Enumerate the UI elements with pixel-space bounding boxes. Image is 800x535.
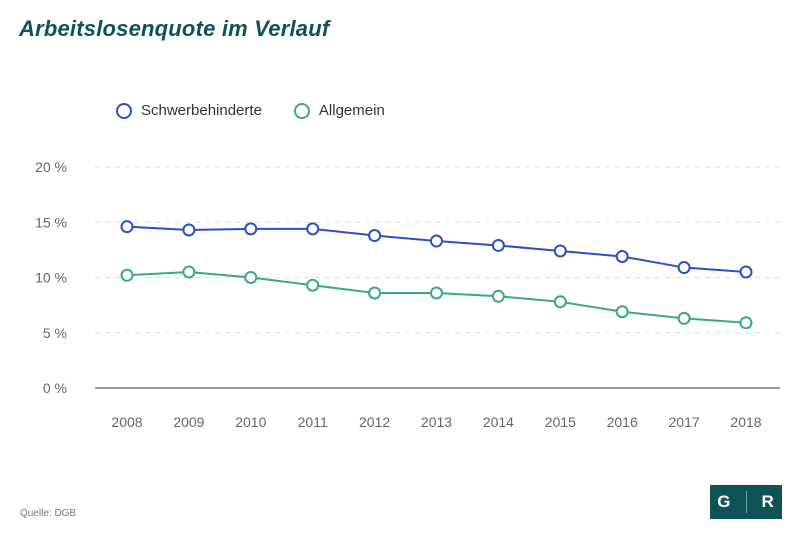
data-point-series-2 (368, 286, 382, 300)
legend-label-allgemein: Allgemein (318, 102, 385, 119)
x-tick-label: 2009 (173, 414, 204, 430)
y-tick-label: 5 % (43, 325, 67, 341)
data-point-series-1 (553, 244, 567, 258)
data-point-series-2 (739, 316, 753, 330)
legend-item-schwerbehinderte: Schwerbehinderte (116, 102, 262, 119)
brand-logo: G R (710, 485, 782, 519)
legend-marker-schwerbehinderte (116, 102, 132, 119)
x-tick-label: 2017 (669, 414, 700, 430)
x-tick-label: 2014 (483, 414, 514, 430)
data-point-series-1 (677, 261, 691, 275)
logo-letter-g: G (717, 492, 732, 511)
legend-item-allgemein: Allgemein (293, 102, 385, 119)
data-point-series-2 (615, 305, 629, 319)
data-point-series-2 (677, 311, 691, 325)
data-point-series-2 (244, 271, 258, 284)
logo-divider (745, 491, 747, 513)
data-point-series-2 (306, 278, 320, 292)
y-tick-label: 20 % (35, 159, 67, 175)
data-point-series-1 (430, 234, 443, 248)
data-point-series-2 (491, 289, 505, 303)
x-tick-label: 2008 (111, 414, 142, 430)
data-point-series-1 (368, 229, 382, 243)
data-point-series-2 (120, 268, 134, 282)
x-tick-label: 2018 (730, 414, 761, 430)
y-tick-label: 15 % (35, 214, 67, 230)
legend: Schwerbehinderte Allgemein (116, 102, 385, 119)
data-point-series-2 (430, 286, 443, 300)
y-tick-label: 0 % (43, 380, 67, 396)
x-tick-label: 2013 (421, 414, 452, 430)
data-point-series-1 (739, 265, 753, 279)
legend-label-schwerbehinderte: Schwerbehinderte (141, 102, 262, 119)
data-point-series-2 (553, 295, 567, 309)
data-point-series-1 (491, 238, 505, 252)
x-tick-label: 2016 (607, 414, 638, 430)
chart-title: Arbeitslosenquote im Verlauf (19, 16, 330, 41)
source-note: Quelle: DGB (20, 508, 77, 519)
legend-marker-allgemein (293, 102, 310, 119)
x-tick-label: 2012 (359, 414, 390, 430)
data-point-series-1 (306, 222, 320, 236)
data-point-series-1 (182, 223, 196, 237)
data-point-series-1 (120, 220, 134, 234)
y-tick-label: 10 % (35, 270, 67, 286)
x-tick-label: 2011 (298, 414, 328, 430)
data-point-series-1 (615, 250, 629, 264)
x-tick-label: 2015 (545, 414, 576, 430)
series-line-1 (126, 225, 747, 273)
x-tick-label: 2010 (235, 414, 266, 430)
data-point-series-1 (244, 222, 258, 236)
logo-letter-r: R (761, 492, 775, 511)
data-point-series-2 (182, 265, 196, 279)
